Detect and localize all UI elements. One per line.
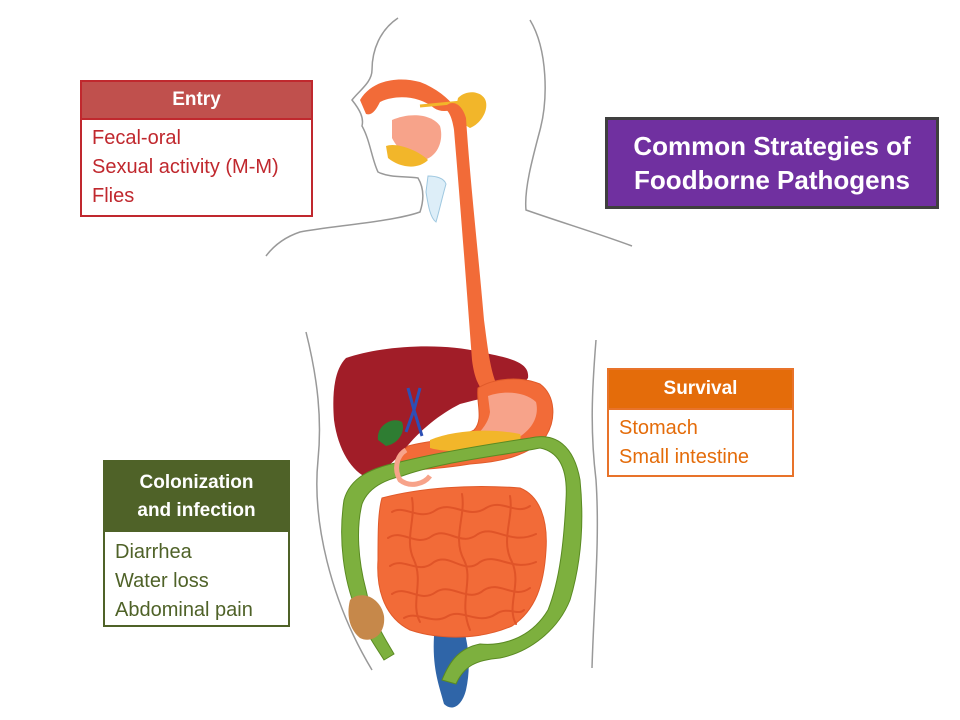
salivary-duct-line	[419, 100, 463, 108]
entry-item: Sexual activity (M-M)	[92, 156, 279, 178]
entry-item: Flies	[92, 185, 135, 207]
gallbladder-shape	[377, 420, 404, 446]
colonization-list: Diarrhea Water loss Abdominal pain	[105, 532, 288, 631]
colonization-header-line-2: and infection	[137, 500, 256, 521]
bile-duct-shape	[404, 387, 424, 437]
title-text: Common Strategies of Foodborne Pathogens	[633, 129, 910, 197]
survival-box: Survival Stomach Small intestine	[607, 368, 794, 477]
duodenum-shape	[394, 447, 432, 487]
survival-item: Stomach	[619, 417, 698, 439]
colonization-box: Colonization and infection Diarrhea Wate…	[103, 460, 290, 627]
colonization-header: Colonization and infection	[105, 462, 288, 532]
survival-list: Stomach Small intestine	[609, 410, 792, 478]
entry-box: Entry Fecal-oral Sexual activity (M-M) F…	[80, 80, 313, 217]
title-box: Common Strategies of Foodborne Pathogens	[605, 117, 939, 209]
body-outline	[265, 17, 633, 671]
colonization-item: Diarrhea	[115, 541, 192, 563]
small-intestine-shape	[377, 485, 547, 638]
entry-list: Fecal-oral Sexual activity (M-M) Flies	[82, 120, 311, 217]
oral-cavity-shape	[360, 79, 456, 115]
entry-header: Entry	[82, 82, 311, 120]
trachea-shape	[425, 175, 447, 223]
cecum-shape	[348, 595, 385, 640]
title-line-2: Foodborne Pathogens	[634, 165, 910, 195]
colonization-item: Water loss	[115, 570, 209, 592]
survival-item: Small intestine	[619, 446, 750, 468]
tongue-shape	[386, 144, 428, 167]
large-intestine-shape	[341, 436, 583, 685]
title-line-1: Common Strategies of	[633, 131, 911, 161]
esophagus-shape	[444, 103, 498, 393]
survival-header: Survival	[609, 370, 792, 410]
colonization-header-line-1: Colonization	[139, 472, 254, 493]
colonization-item: Abdominal pain	[115, 599, 253, 621]
entry-item: Fecal-oral	[92, 127, 181, 149]
